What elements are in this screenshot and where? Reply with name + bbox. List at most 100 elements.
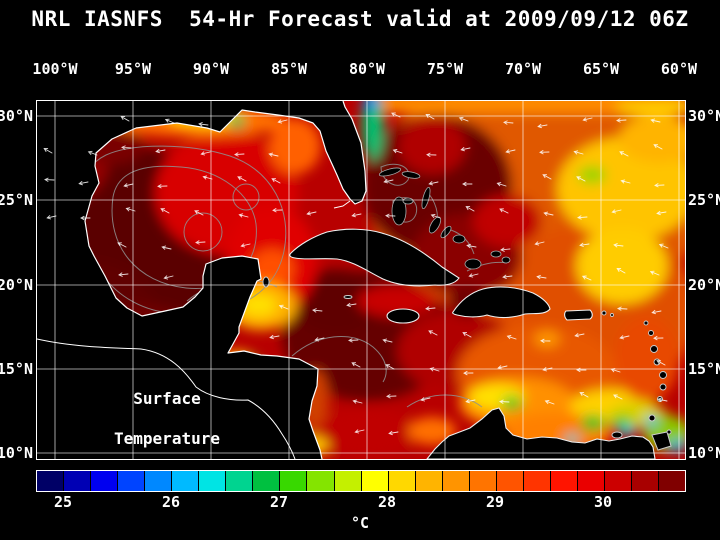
wind-vector-arrow (573, 150, 584, 155)
wind-vector-arrow (117, 242, 127, 248)
wind-vector-arrow (654, 183, 665, 188)
colorbar-segment (172, 471, 200, 491)
wind-vector-arrow (653, 335, 664, 341)
wind-vector-arrow (277, 119, 288, 124)
wind-vector-arrow (351, 362, 361, 368)
bahamas-islands (378, 167, 511, 270)
wind-vector-arrow (164, 118, 175, 124)
map-label-temperature: Temperature (114, 429, 220, 448)
wind-vector-arrow (465, 399, 476, 404)
wind-vector-arrow (650, 118, 661, 123)
wind-vector-arrow (426, 152, 437, 157)
wind-vector-arrow (502, 274, 513, 279)
lat-lon-grid (37, 101, 685, 459)
lat-label: 15°N (0, 360, 33, 378)
colorbar-segment (550, 471, 578, 491)
lon-label: 85°W (270, 60, 308, 78)
wind-vector-arrow (613, 394, 623, 400)
wind-vector-arrow (657, 397, 668, 402)
lon-label: 75°W (426, 60, 464, 78)
colorbar-tick-label: 26 (161, 493, 180, 511)
wind-vector-arrow (240, 243, 251, 248)
wind-vector-arrow (125, 207, 136, 212)
wind-vector-arrow (306, 211, 317, 216)
wind-vector-arrow (121, 145, 132, 150)
lon-label: 90°W (192, 60, 230, 78)
lat-label: 20°N (0, 276, 33, 294)
wind-vector-arrow (160, 208, 170, 214)
wind-vector-arrow (542, 174, 552, 180)
wind-vector-arrow (352, 399, 363, 404)
lat-label: 15°N (688, 360, 720, 378)
wind-vector-arrow (613, 243, 624, 248)
wind-vector-arrow (429, 367, 440, 372)
wind-vector-arrow (506, 335, 517, 340)
wind-vector-arrow (617, 306, 628, 311)
wind-vector-arrow (202, 175, 213, 180)
wind-vector-arrow (581, 275, 592, 281)
wind-vector-arrow (576, 176, 586, 182)
wind-vector-arrow (619, 335, 630, 340)
island-land-layer (262, 167, 672, 459)
wind-vector-arrow (611, 209, 622, 214)
colorbar-segment (469, 471, 497, 491)
wind-vector-arrow (386, 394, 397, 399)
wind-vector-arrow (544, 399, 555, 405)
wind-vector-arrow (428, 330, 438, 336)
wind-vector-arrow (351, 213, 362, 218)
wind-vector-arrow (430, 214, 441, 219)
wind-vector-arrow (348, 338, 359, 343)
wind-vector-arrow (383, 179, 394, 184)
wind-vector-arrow (198, 122, 209, 127)
colorbar-segment (91, 471, 119, 491)
colorbar-tick-label: 27 (269, 493, 289, 511)
sst-map: Surface Temperature (36, 100, 686, 460)
lat-label: 30°N (0, 107, 33, 125)
wind-vector-arrow (539, 150, 550, 155)
wind-vector-arrow (346, 302, 357, 308)
florida-keys-line (333, 200, 351, 209)
wind-vector-arrow (118, 272, 129, 277)
wind-vector-arrow (87, 150, 98, 156)
colorbar-segment (118, 471, 146, 491)
wind-vector-arrow (43, 148, 53, 154)
colorbar-segment (64, 471, 92, 491)
wind-vector-arrow (46, 215, 57, 220)
lon-label: 70°W (504, 60, 542, 78)
wind-vector-arrow (123, 183, 134, 188)
colorbar-segment (199, 471, 227, 491)
wind-vector-arrow (542, 367, 553, 372)
latitude-axis-right: 30°N 25°N 20°N 15°N 10°N (688, 101, 720, 462)
wind-vector-arrow (579, 392, 589, 398)
wind-vector-arrow (157, 184, 168, 189)
wind-vector-arrow (466, 243, 477, 249)
wind-vector-arrow (574, 333, 585, 338)
wind-vector-arrow (78, 181, 89, 186)
wind-vector-arrow (269, 334, 280, 340)
wind-vector-arrow (194, 210, 204, 216)
wind-vector-arrow (656, 360, 666, 366)
wind-vector-arrow (385, 364, 395, 370)
wind-vector-arrow (458, 116, 469, 122)
wind-vector-arrow (272, 208, 283, 213)
jamaica-landmass (386, 308, 420, 324)
puerto-rico-landmass (564, 309, 593, 321)
colorbar-segment (496, 471, 524, 491)
wind-vector-arrow (238, 213, 249, 218)
wind-vector-arrow (620, 179, 631, 184)
wind-vector-arrow (500, 247, 511, 252)
wind-vector-arrow (80, 215, 91, 221)
wind-vector-arrow (44, 177, 55, 182)
wind-vector-arrow (619, 151, 629, 157)
wind-vector-arrow (576, 367, 587, 373)
wind-vector-arrow (465, 206, 475, 212)
lat-label: 20°N (688, 276, 720, 294)
mexico-central-america-coastline (84, 127, 323, 459)
wind-vector-arrow (161, 245, 172, 250)
wind-vector-arrow (658, 243, 669, 249)
wind-vector-arrow (651, 309, 662, 315)
wind-vector-arrow (155, 148, 166, 154)
wind-vector-arrow (268, 152, 279, 157)
wind-vector-arrow (616, 118, 627, 123)
wind-vector-arrow (656, 210, 667, 216)
